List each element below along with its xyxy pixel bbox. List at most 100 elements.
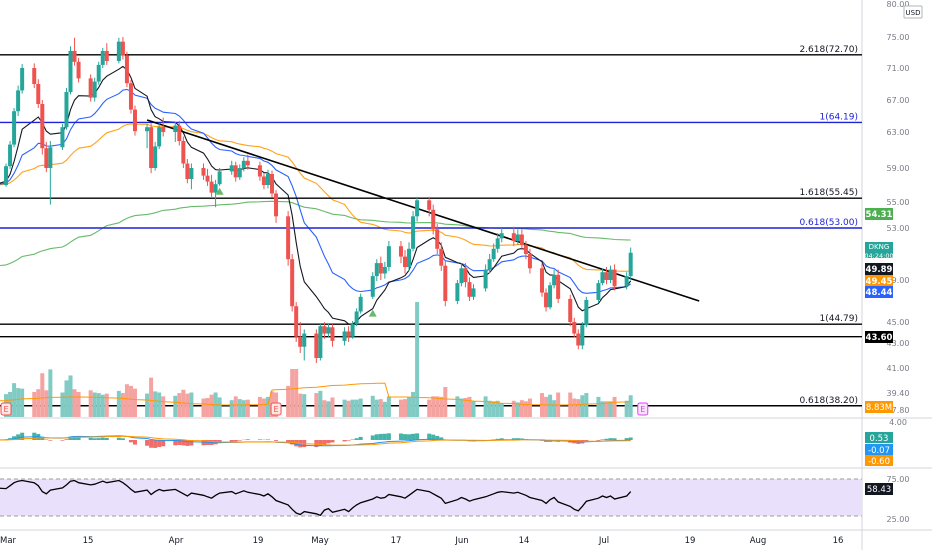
earnings-badge[interactable]: E bbox=[0, 402, 12, 416]
candle-body bbox=[431, 209, 436, 230]
price-axis-tick: 43.00 bbox=[887, 339, 910, 348]
macd-label: 0.53 bbox=[870, 434, 889, 444]
time-axis-tick: 15 bbox=[83, 536, 94, 546]
earnings-badge-letter: E bbox=[274, 405, 279, 414]
price-axis-tick: 39.40 bbox=[887, 389, 910, 398]
candle-body bbox=[556, 274, 561, 299]
volume-bar bbox=[48, 369, 53, 417]
volume-bar bbox=[229, 400, 234, 417]
candle-body bbox=[8, 144, 13, 167]
macd-histogram-bar bbox=[499, 438, 504, 440]
macd-histogram-bar bbox=[604, 438, 609, 440]
macd-histogram-bar bbox=[286, 440, 291, 443]
macd-histogram-bar bbox=[624, 438, 629, 440]
time-axis-tick: Jun bbox=[454, 536, 468, 546]
volume-bar bbox=[64, 380, 69, 417]
earnings-badge-letter: E bbox=[3, 405, 8, 414]
price-axis[interactable]: 80.00 75.00 71.00 67.00 63.00 59.00 55.00 53.00… bbox=[864, 0, 923, 524]
earnings-badge[interactable]: E bbox=[270, 402, 282, 416]
currency-badge[interactable] bbox=[903, 5, 923, 19]
fib-level-label: 1.618(55.45) bbox=[799, 188, 858, 198]
earnings-badge-box bbox=[0, 402, 12, 416]
volume-bar bbox=[608, 401, 613, 417]
candle-body bbox=[604, 272, 609, 280]
macd-label-box bbox=[865, 444, 893, 455]
candle-body bbox=[467, 282, 472, 297]
candle-body bbox=[443, 265, 448, 301]
volume-bar bbox=[523, 401, 528, 417]
volume-bar bbox=[600, 401, 605, 417]
volume-bar bbox=[322, 400, 327, 417]
volume-bar bbox=[544, 396, 549, 417]
macd-label: -0.07 bbox=[868, 446, 890, 456]
macd-histogram-bar bbox=[628, 437, 633, 440]
time-axis-tick: Apr bbox=[169, 536, 184, 546]
macd-histogram-bar bbox=[415, 433, 420, 440]
macd-histogram-bar bbox=[370, 435, 375, 440]
price-label-box bbox=[865, 275, 893, 287]
candle-body bbox=[201, 168, 206, 176]
price-axis-tick: 63.00 bbox=[887, 128, 910, 137]
candle-body bbox=[386, 246, 391, 267]
volume-bar bbox=[398, 399, 403, 417]
macd-histogram-bar bbox=[116, 437, 121, 440]
price-axis-tick: 71.00 bbox=[887, 64, 910, 73]
volume-bar bbox=[596, 396, 601, 417]
candle-body bbox=[149, 127, 154, 168]
price-label-box bbox=[865, 263, 893, 275]
volume-bar bbox=[149, 377, 154, 417]
volume-bar bbox=[580, 395, 585, 417]
volume-bar bbox=[463, 398, 468, 417]
candle-body bbox=[358, 296, 363, 312]
candle-body bbox=[330, 327, 335, 341]
macd-label-box bbox=[865, 432, 893, 443]
volume-bar bbox=[265, 396, 270, 417]
volume-bar bbox=[128, 385, 133, 417]
macd-histogram-bar bbox=[314, 440, 319, 448]
macd-histogram-bar bbox=[68, 436, 73, 440]
volume-bar bbox=[76, 391, 81, 417]
volume-bar bbox=[326, 401, 331, 417]
volume-bar bbox=[370, 395, 375, 417]
time-axis[interactable]: Mar 15 Apr 19 May 17 Jun 14 Jul 19 Aug 16 bbox=[0, 536, 843, 546]
candle-body bbox=[608, 269, 613, 280]
volume-label-box bbox=[865, 401, 893, 413]
candle-body bbox=[628, 252, 633, 277]
volume-bar bbox=[209, 394, 214, 417]
ema20-line bbox=[0, 88, 632, 294]
signal-triangle-icon bbox=[215, 187, 224, 195]
earnings-badge[interactable]: E bbox=[637, 402, 649, 416]
macd-histogram-bar bbox=[274, 440, 279, 441]
rsi-label-box bbox=[865, 483, 893, 495]
volume-bar bbox=[44, 390, 49, 417]
volume-bar bbox=[628, 395, 633, 417]
volume-bar bbox=[386, 396, 391, 417]
candle-body bbox=[12, 111, 17, 145]
candle-body bbox=[128, 83, 133, 110]
candle-body bbox=[274, 193, 279, 217]
currency-label: USD bbox=[906, 9, 921, 17]
volume-bar bbox=[415, 302, 420, 417]
macd-histogram-bar bbox=[439, 437, 444, 440]
candle-body bbox=[257, 165, 262, 177]
volume-bar bbox=[173, 395, 178, 417]
macd-histogram-bar bbox=[88, 437, 93, 440]
volume-bar bbox=[40, 373, 45, 417]
candle-body bbox=[241, 160, 246, 168]
candle-body bbox=[116, 41, 121, 62]
signal-triangle-icon bbox=[368, 309, 377, 317]
volume-bar bbox=[443, 387, 448, 417]
macd-histogram-bar bbox=[72, 436, 77, 440]
volume-bar bbox=[290, 369, 295, 417]
volume-bar bbox=[261, 398, 266, 417]
volume-bar bbox=[241, 400, 246, 417]
candle-body bbox=[612, 269, 617, 287]
rsi-label: 58.43 bbox=[867, 485, 891, 495]
candle-body bbox=[314, 333, 319, 358]
trendline bbox=[146, 119, 700, 302]
macd-histogram-bar bbox=[12, 436, 17, 440]
macd-histogram-bar bbox=[229, 440, 234, 442]
candle-body bbox=[36, 84, 41, 104]
